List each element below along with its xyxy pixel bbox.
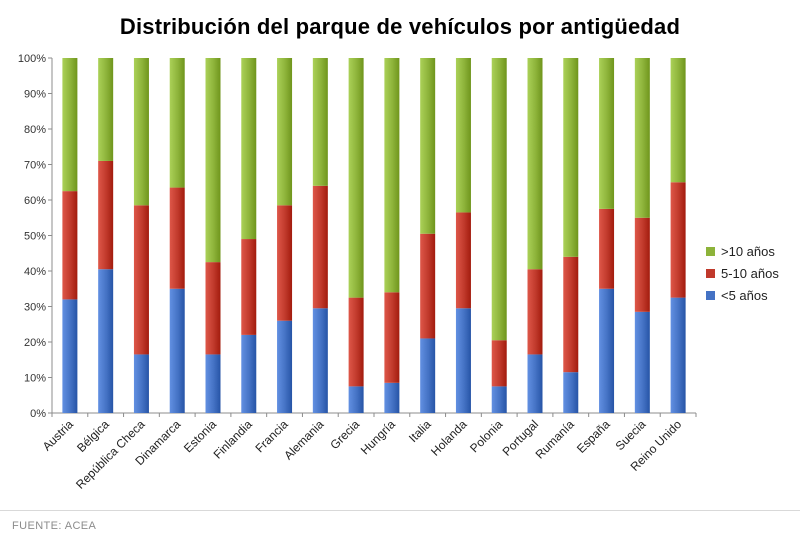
y-tick-label: 70% — [24, 160, 46, 172]
y-tick-labels: 0% 10% 20% 30% 40% 50% 60% 70% 80% 90% 100% — [18, 53, 46, 420]
bar-segment-5-10 — [491, 340, 507, 387]
x-tick-label: Hungría — [358, 417, 398, 457]
bar-segment-over-10 — [205, 58, 221, 263]
bar-segment-5-10 — [384, 292, 400, 383]
bar-segment-5-10 — [169, 187, 185, 289]
bar-segment-5-10 — [527, 269, 543, 355]
y-tick-label: 30% — [24, 302, 46, 314]
bar-segment-over-10 — [241, 58, 257, 240]
bar-segment-5-10 — [62, 191, 78, 300]
legend-item-older: >10 años — [706, 240, 779, 262]
legend-label-new: <5 años — [721, 287, 768, 303]
bar-segment-5-10 — [420, 233, 436, 339]
bar-segment-under-5 — [384, 382, 400, 413]
bar-segment-under-5 — [312, 308, 328, 413]
bar-segment-over-10 — [527, 58, 543, 270]
legend-swatch-mid — [706, 268, 715, 278]
bar-segment-over-10 — [98, 58, 114, 161]
bar-segment-over-10 — [133, 58, 149, 206]
bars — [62, 58, 686, 413]
y-tick-label: 60% — [24, 195, 46, 207]
y-tick-label: 80% — [24, 124, 46, 136]
bar-segment-under-5 — [670, 297, 686, 413]
bar-segment-under-5 — [241, 334, 257, 413]
bar-segment-under-5 — [491, 386, 507, 413]
stacked-bar-chart: 0% 10% 20% 30% 40% 50% 60% 70% 80% 90% 100% Austri… — [18, 53, 697, 492]
bar-segment-over-10 — [599, 58, 615, 209]
bar-segment-under-5 — [527, 354, 543, 413]
bar-segment-under-5 — [277, 320, 293, 413]
x-tick-label: Alemania — [281, 417, 327, 463]
bar-segment-under-5 — [563, 372, 579, 413]
y-tick-label: 90% — [24, 89, 46, 101]
bar-segment-5-10 — [670, 182, 686, 298]
bar-segment-5-10 — [348, 297, 364, 387]
bar-segment-over-10 — [169, 58, 185, 188]
bar-segment-under-5 — [420, 338, 436, 413]
x-tick-label: Rumanía — [533, 417, 578, 462]
x-tick-label: España — [574, 417, 613, 456]
legend-item-mid: 5-10 años — [706, 262, 779, 284]
bar-segment-5-10 — [634, 217, 650, 312]
y-tick-label: 10% — [24, 373, 46, 385]
bar-segment-5-10 — [563, 256, 579, 373]
bar-segment-over-10 — [670, 58, 686, 183]
bar-segment-over-10 — [563, 58, 579, 257]
legend-label-older: >10 años — [721, 243, 775, 259]
y-tick-label: 100% — [18, 53, 46, 65]
y-tick-label: 0% — [30, 408, 46, 420]
bar-segment-5-10 — [133, 205, 149, 355]
legend-swatch-older — [706, 246, 715, 256]
x-tick-label: Austria — [40, 417, 77, 454]
bar-segment-5-10 — [98, 160, 114, 270]
bar-segment-over-10 — [348, 58, 364, 298]
bar-segment-5-10 — [205, 262, 221, 355]
bar-segment-under-5 — [455, 308, 471, 413]
bar-segment-under-5 — [169, 288, 185, 413]
legend: >10 años 5-10 años <5 años — [706, 240, 779, 306]
axes — [48, 57, 697, 417]
bar-segment-under-5 — [205, 354, 221, 413]
bar-segment-under-5 — [348, 386, 364, 413]
y-tick-label: 20% — [24, 337, 46, 349]
bar-segment-over-10 — [384, 58, 400, 293]
bar-segment-under-5 — [599, 288, 615, 413]
bar-segment-over-10 — [455, 58, 471, 213]
chart-title: Distribución del parque de vehículos por… — [119, 14, 681, 39]
bar-segment-5-10 — [599, 208, 615, 289]
bar-segment-over-10 — [634, 58, 650, 218]
x-tick-label: Italia — [406, 417, 434, 445]
legend-item-new: <5 años — [706, 284, 779, 306]
bar-segment-under-5 — [634, 311, 650, 413]
bar-segment-over-10 — [420, 58, 436, 234]
source-note: FUENTE: ACEA — [12, 520, 97, 532]
legend-label-mid: 5-10 años — [721, 265, 779, 281]
bar-segment-5-10 — [241, 239, 257, 335]
bar-segment-over-10 — [491, 58, 507, 341]
bar-segment-over-10 — [62, 58, 78, 192]
bar-segment-under-5 — [98, 269, 114, 413]
bar-segment-5-10 — [312, 185, 328, 309]
bar-segment-under-5 — [133, 354, 149, 413]
x-tick-label: Finlandia — [211, 417, 256, 462]
bar-segment-5-10 — [455, 212, 471, 309]
y-tick-label: 40% — [24, 266, 46, 278]
chart-frame: Distribución del parque de vehículos por… — [0, 14, 800, 511]
legend-swatch-new — [706, 290, 715, 300]
bar-segment-5-10 — [277, 205, 293, 321]
bar-segment-under-5 — [62, 299, 78, 413]
x-tick-label: Holanda — [428, 417, 470, 459]
bar-segment-over-10 — [277, 58, 293, 206]
bar-segment-over-10 — [312, 58, 328, 186]
y-tick-label: 50% — [24, 231, 46, 243]
